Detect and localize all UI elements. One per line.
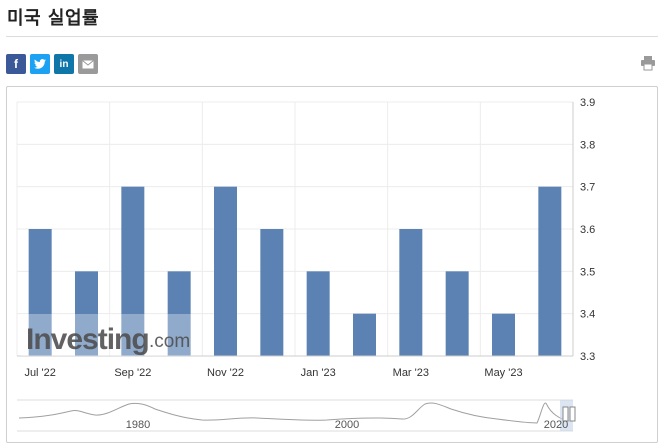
facebook-icon: f — [14, 57, 18, 71]
navigator-label-2000: 2000 — [335, 419, 359, 431]
navigator-label-2020: 2020 — [544, 419, 568, 431]
x-tick-label: Jul '22 — [24, 367, 55, 379]
bar-aug-22[interactable] — [75, 271, 98, 356]
x-tick-label: Mar '23 — [393, 367, 429, 379]
printer-icon[interactable] — [640, 55, 656, 71]
x-tick-label: May '23 — [484, 367, 522, 379]
watermark-brand: Investing — [26, 323, 149, 356]
y-tick-label: 3.6 — [580, 224, 595, 236]
x-tick-label: Jan '23 — [301, 367, 336, 379]
linkedin-icon: in — [59, 58, 69, 70]
y-tick-label: 3.5 — [580, 266, 595, 278]
y-tick-label: 3.8 — [580, 139, 595, 151]
bar-nov-22[interactable] — [214, 186, 237, 356]
navigator-right-handle[interactable] — [569, 406, 576, 422]
bar-dec-22[interactable] — [260, 229, 284, 356]
navigator-series-line — [18, 402, 570, 424]
bar-mar-23[interactable] — [399, 229, 423, 356]
y-tick-label: 3.3 — [580, 351, 595, 363]
chart-axes: 3.3 3.4 3.5 3.6 3.7 3.8 3.9 Jul '22 Sep '22 Nov '… — [17, 97, 595, 379]
chart-container: 3.3 3.4 3.5 3.6 3.7 3.8 3.9 Jul '22 Sep '22 Nov '… — [6, 86, 658, 443]
bar-sep-22[interactable] — [121, 186, 145, 356]
envelope-icon — [82, 59, 94, 68]
navigator-label-1980: 1980 — [126, 419, 150, 431]
chart-bars — [28, 186, 562, 356]
linkedin-share-button[interactable]: in — [54, 54, 74, 74]
y-tick-label: 3.4 — [580, 309, 595, 321]
unemployment-bar-chart[interactable]: 3.3 3.4 3.5 3.6 3.7 3.8 3.9 Jul '22 Sep '22 Nov '… — [7, 87, 659, 444]
watermark-suffix: .com — [149, 331, 190, 352]
email-share-button[interactable] — [78, 54, 98, 74]
x-tick-label: Sep '22 — [114, 367, 151, 379]
twitter-icon — [34, 59, 46, 69]
page-title: 미국 실업률 — [7, 8, 100, 29]
y-tick-label: 3.9 — [580, 97, 595, 109]
bar-feb-23[interactable] — [353, 313, 376, 356]
facebook-share-button[interactable]: f — [6, 54, 26, 74]
bar-apr-23[interactable] — [445, 271, 469, 356]
investing-watermark: Investing .com — [21, 314, 191, 356]
bar-jul-22[interactable] — [28, 229, 52, 356]
bar-jun-23[interactable] — [538, 186, 562, 356]
y-tick-label: 3.7 — [580, 182, 595, 194]
share-bar: f in — [6, 54, 98, 74]
x-tick-label: Nov '22 — [207, 367, 244, 379]
time-navigator[interactable]: 1980 2000 2020 — [17, 399, 576, 432]
title-divider — [6, 36, 658, 37]
navigator-left-handle[interactable] — [562, 406, 569, 422]
bar-may-23[interactable] — [492, 313, 515, 356]
bar-oct-22[interactable] — [167, 271, 191, 356]
bar-jan-23[interactable] — [306, 271, 330, 356]
twitter-share-button[interactable] — [30, 54, 50, 74]
